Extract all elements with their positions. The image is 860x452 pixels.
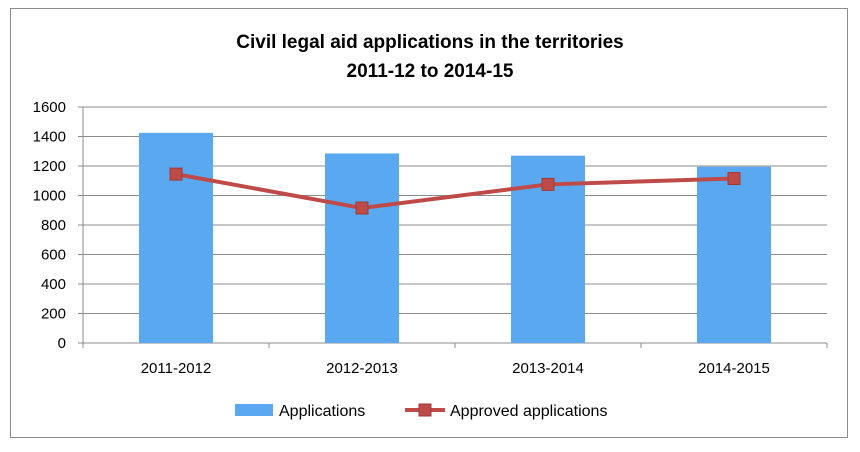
y-tick-label: 800 <box>41 217 66 234</box>
y-tick-label: 0 <box>58 335 66 352</box>
bar-series <box>139 132 771 343</box>
y-tick-label: 600 <box>41 247 66 264</box>
legend-swatch-applications <box>235 404 273 416</box>
chart-title: Civil legal aid applications in the terr… <box>236 32 624 53</box>
x-tick-label: 2011-2012 <box>141 360 212 377</box>
chart-subtitle: 2011-12 to 2014-15 <box>347 61 514 82</box>
y-tick-label: 1400 <box>33 129 66 146</box>
marker-approved-applications <box>355 201 369 215</box>
bar-applications <box>325 153 399 343</box>
x-tick-labels: 2011-2012 2012-2013 2013-2014 2014-2015 <box>141 360 770 377</box>
y-tick-label: 200 <box>41 306 66 323</box>
bar-applications <box>697 166 771 343</box>
marker-approved-applications <box>541 177 555 191</box>
legend-label-approved-applications: Approved applications <box>450 403 607 420</box>
y-tick-label: 1000 <box>33 188 66 205</box>
marker-approved-applications <box>727 172 741 186</box>
marker-approved-applications <box>169 167 183 181</box>
x-tick-label: 2012-2013 <box>326 360 398 377</box>
bar-applications <box>139 132 213 343</box>
y-tick-labels: 0 200 400 600 800 1000 1200 1400 1600 <box>33 99 66 352</box>
line-approved-applications <box>175 172 735 211</box>
line-series <box>169 167 741 215</box>
legend-label-applications: Applications <box>279 403 365 420</box>
x-tick-label: 2014-2015 <box>698 360 770 377</box>
y-tick-label: 1600 <box>33 99 66 116</box>
y-tick-label: 1200 <box>33 158 66 175</box>
x-tick-label: 2013-2014 <box>512 360 584 377</box>
legend: Applications Approved applications <box>235 403 607 420</box>
legend-swatch-approved-marker <box>418 403 432 417</box>
y-tick-label: 400 <box>41 276 66 293</box>
